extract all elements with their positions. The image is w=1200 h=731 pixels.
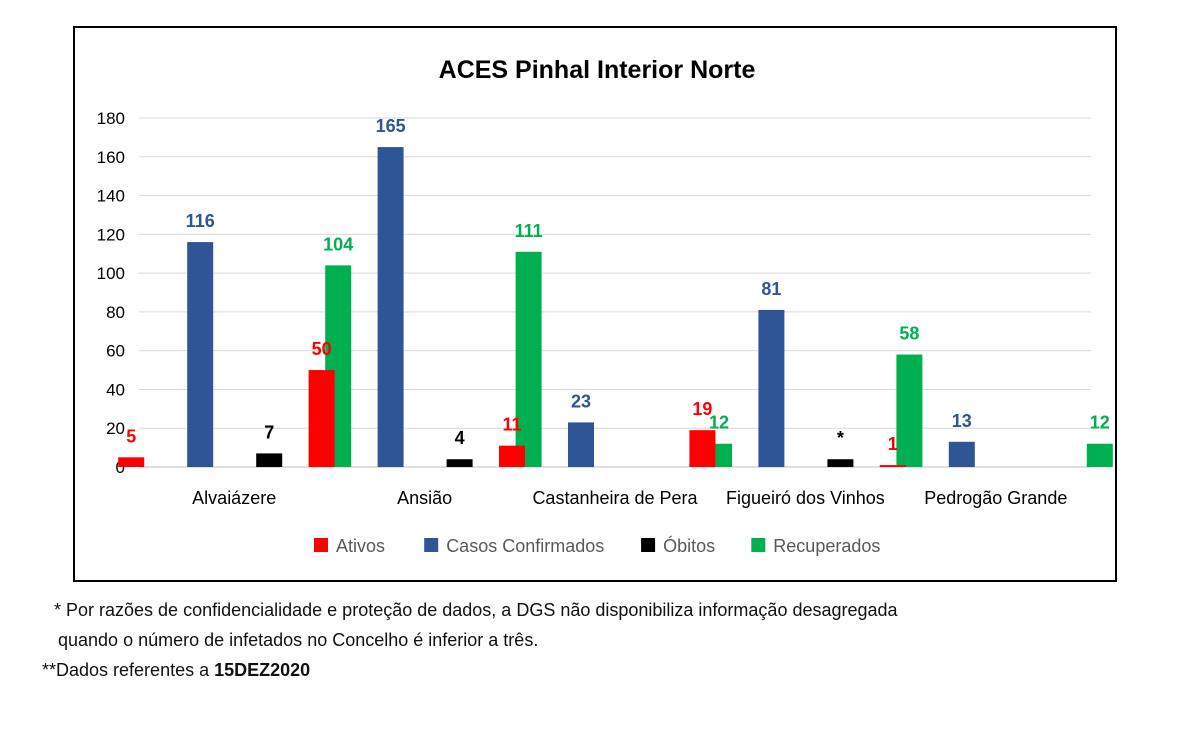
data-label: 12 [709,413,729,433]
bar-ativos [308,370,335,467]
legend-swatch [314,538,328,552]
bars [118,147,1113,467]
bar-ativos [879,465,906,467]
bar-óbitos [446,459,473,467]
legend-label: Ativos [336,536,385,556]
grid-layer [139,117,1091,468]
legend-label: Recuperados [773,536,880,556]
data-label: 11 [502,415,521,435]
legend-swatch [424,538,439,552]
bar-casos-confirmados [568,422,594,467]
chart-title: ACES Pinhal Interior Norte [439,56,756,84]
y-tick-label: 100 [97,264,125,283]
y-tick-label: 140 [97,187,125,206]
data-label: 111 [515,221,543,241]
legend-label: Casos Confirmados [446,536,604,556]
data-label: 50 [312,339,332,359]
data-label: 104 [323,234,353,254]
y-axis: 0 20 40 60 80 100 120 140 160 180 [97,109,125,477]
data-label: 165 [376,116,406,136]
bar-ativos [689,430,716,467]
data-label: * [837,428,844,448]
data-label: 81 [761,279,781,299]
x-category-label: Castanheira de Pera [532,488,698,508]
y-tick-label: 20 [106,419,125,438]
footnote-confidentiality: * Por razões de confidencialidade e prot… [54,600,898,620]
x-category-label: Pedrogão Grande [924,488,1067,508]
data-label: 23 [571,391,591,411]
bar-casos-confirmados [187,242,214,467]
x-category-label: Alvaiázere [192,488,276,508]
bar-recuperados [1086,443,1113,467]
data-label: 5 [126,426,136,446]
chart-frame: ACES Pinhal Interior Norte 0 20 40 60 80 100 1… [73,26,1117,582]
bar-chart: ACES Pinhal Interior Norte 0 20 40 60 80 100 1… [97,56,1113,556]
footnote-date-value: 15DEZ2020 [214,660,311,680]
data-label: 116 [186,211,215,231]
data-label: 12 [1090,413,1110,433]
bar-casos-confirmados [758,309,785,467]
y-tick-label: 160 [97,148,125,167]
x-axis: Alvaiázere Ansião Castanheira de Pera Figue… [192,488,1067,508]
bar-óbitos [827,459,854,467]
bar-ativos [118,457,145,467]
y-tick-label: 120 [97,225,125,244]
y-tick-label: 60 [106,342,125,361]
legend-label: Óbitos [663,535,715,556]
bar-recuperados [515,251,542,467]
y-tick-label: 0 [116,458,125,477]
data-label: 19 [692,399,712,419]
bar-casos-confirmados [377,147,404,467]
data-label: 4 [455,428,465,448]
bar-óbitos [256,453,283,467]
footnote-date: **Dados referentes a 15DEZ2020 [42,660,310,681]
legend: Ativos Casos Confirmados Óbitos Recuperados [314,535,880,556]
x-category-label: Ansião [397,488,452,508]
y-tick-label: 40 [106,380,125,399]
legend-swatch [751,538,766,552]
footnote-date-prefix: **Dados referentes a [42,660,215,680]
x-category-label: Figueiró dos Vinhos [726,488,885,508]
data-label: 13 [952,411,972,431]
bar-recuperados [896,354,923,467]
data-label: 7 [264,422,274,442]
bar-ativos [499,445,525,467]
y-tick-label: 80 [106,303,125,322]
footnote-confidentiality-cont: quando o número de infetados no Concelho… [58,630,539,650]
y-tick-label: 180 [97,109,125,128]
bar-casos-confirmados [948,441,975,467]
data-label: 58 [899,324,919,344]
data-label: 1 [888,434,898,454]
legend-swatch [641,538,656,552]
